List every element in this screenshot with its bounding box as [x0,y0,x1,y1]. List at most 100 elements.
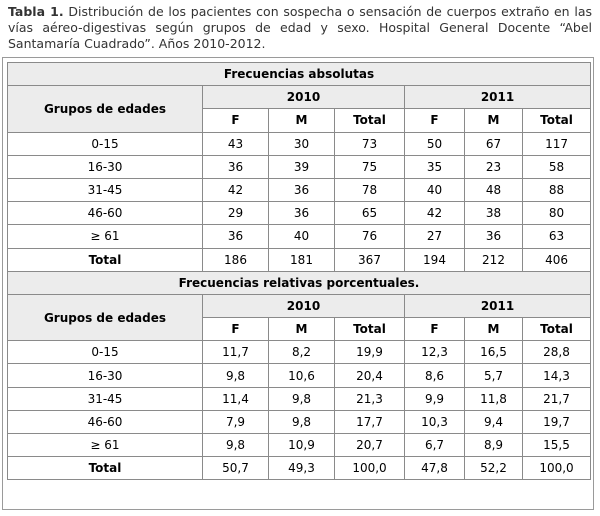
total-value-cell: 186 [202,247,269,272]
age-group-cell: 31-45 [7,177,203,203]
table-row: 31-45 11,4 9,8 21,3 9,9 11,8 21,7 [7,386,592,411]
group-header: Grupos de edades [7,293,203,342]
value-cell: 19,7 [521,409,592,435]
caption-text: Distribución de los pacientes con sospec… [8,4,592,51]
table-row: ≥ 61 9,8 10,9 20,7 6,7 8,9 15,5 [7,432,592,458]
total-label: Total [7,247,203,272]
value-cell: 8,2 [268,340,335,365]
total-row: Total 50,7 49,3 100,0 47,8 52,2 100,0 [7,456,592,481]
value-cell: 42 [404,201,465,226]
value-cell: 27 [404,224,465,249]
age-group-cell: 46-60 [7,409,203,435]
year-header-row: Grupos de edades 2010 2011 [7,85,592,133]
total-row: Total 186 181 367 194 212 406 [7,247,592,272]
value-cell: 10,9 [268,432,335,458]
value-cell: 39 [268,154,335,179]
sub-header: F [202,317,269,342]
value-cell: 36 [464,224,523,249]
section-title: Frecuencias absolutas [6,61,592,87]
value-cell: 9,9 [404,386,465,411]
value-cell: 21,7 [521,386,592,411]
sub-header: Total [521,108,592,133]
value-cell: 8,6 [404,363,465,388]
value-cell: 58 [521,154,592,179]
value-cell: 30 [268,131,335,156]
value-cell: 40 [404,177,465,203]
year-header: 2010 [202,293,405,319]
value-cell: 88 [521,177,592,203]
value-cell: 50 [404,131,465,156]
value-cell: 15,5 [521,432,592,458]
value-cell: 14,3 [521,363,592,388]
section-title-row: Frecuencias relativas porcentuales. [6,270,592,295]
sub-header: M [268,108,335,133]
value-cell: 36 [202,224,269,249]
value-cell: 21,3 [334,386,405,411]
section-title: Frecuencias relativas porcentuales. [6,270,592,295]
value-cell: 117 [521,131,592,156]
total-label: Total [7,456,203,481]
value-cell: 75 [334,154,405,179]
value-cell: 67 [464,131,523,156]
group-header: Grupos de edades [7,85,203,133]
value-cell: 10,6 [268,363,335,388]
value-cell: 9,8 [202,363,269,388]
total-value-cell: 212 [464,247,523,272]
sub-header: Total [521,317,592,342]
total-value-cell: 367 [334,247,405,272]
value-cell: 36 [268,201,335,226]
value-cell: 38 [464,201,523,226]
table-row: 46-60 29 36 65 42 38 80 [7,201,592,226]
value-cell: 63 [521,224,592,249]
table-row: 16-30 36 39 75 35 23 58 [7,154,592,179]
value-cell: 28,8 [521,340,592,365]
value-cell: 23 [464,154,523,179]
value-cell: 80 [521,201,592,226]
year-header: 2011 [403,85,592,110]
value-cell: 9,4 [464,409,523,435]
value-cell: 20,4 [334,363,405,388]
total-value-cell: 100,0 [521,456,592,481]
table-row: 0-15 43 30 73 50 67 117 [7,131,592,156]
age-group-cell: ≥ 61 [7,224,203,249]
sub-header: M [464,317,523,342]
value-cell: 5,7 [464,363,523,388]
value-cell: 40 [268,224,335,249]
value-cell: 76 [334,224,405,249]
total-value-cell: 50,7 [202,456,269,481]
data-table: Frecuencias absolutas Grupos de edades 201… [6,61,592,481]
sub-header: M [464,108,523,133]
value-cell: 29 [202,201,269,226]
sub-header: F [202,108,269,133]
table-row: 31-45 42 36 78 40 48 88 [7,177,592,203]
value-cell: 8,9 [464,432,523,458]
value-cell: 36 [202,154,269,179]
age-group-cell: 0-15 [7,340,203,365]
value-cell: 10,3 [404,409,465,435]
value-cell: 11,4 [202,386,269,411]
value-cell: 78 [334,177,405,203]
age-group-cell: ≥ 61 [7,432,203,458]
value-cell: 36 [268,177,335,203]
table-row: ≥ 61 36 40 76 27 36 63 [7,224,592,249]
total-value-cell: 52,2 [464,456,523,481]
value-cell: 7,9 [202,409,269,435]
value-cell: 20,7 [334,432,405,458]
value-cell: 73 [334,131,405,156]
table-row: 16-30 9,8 10,6 20,4 8,6 5,7 14,3 [7,363,592,388]
section-title-row: Frecuencias absolutas [6,61,592,87]
value-cell: 48 [464,177,523,203]
value-cell: 19,9 [334,340,405,365]
total-value-cell: 406 [521,247,592,272]
age-group-cell: 0-15 [7,131,203,156]
caption-label: Tabla 1. [8,4,64,19]
total-value-cell: 47,8 [404,456,465,481]
year-header-row: Grupos de edades 2010 2011 [7,293,592,342]
total-value-cell: 194 [404,247,465,272]
total-value-cell: 181 [268,247,335,272]
value-cell: 43 [202,131,269,156]
value-cell: 11,7 [202,340,269,365]
table-row: 0-15 11,7 8,2 19,9 12,3 16,5 28,8 [7,340,592,365]
value-cell: 6,7 [404,432,465,458]
sub-header: Total [334,317,405,342]
